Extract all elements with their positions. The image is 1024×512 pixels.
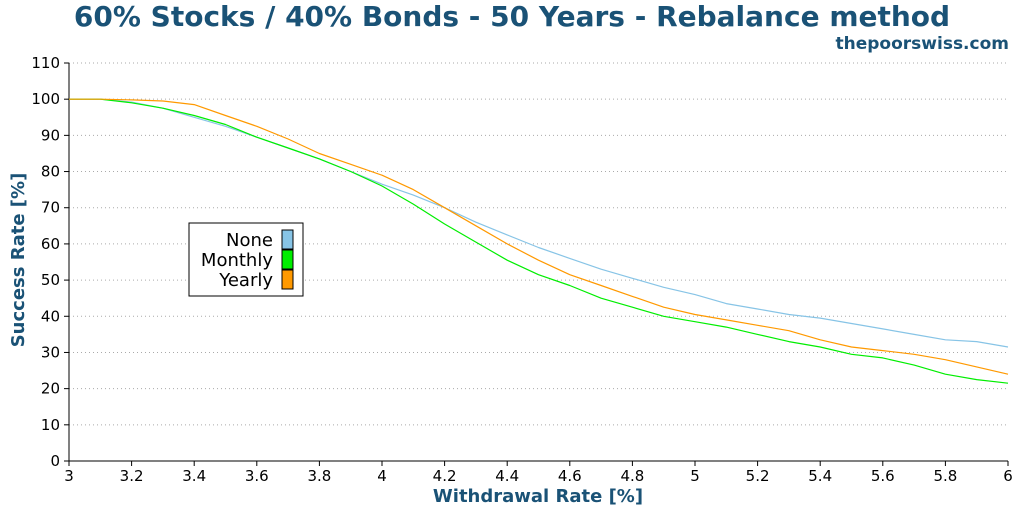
series-lines [69,98,1009,384]
y-tick-label: 100 [31,90,60,108]
y-tick-label: 30 [41,343,60,361]
axes [64,62,1009,466]
legend-swatch-none [281,229,294,250]
y-tick-label: 0 [50,452,60,470]
x-tick-label: 5 [690,467,700,485]
x-tick-label: 4.6 [558,467,582,485]
y-tick-label: 10 [41,416,60,434]
x-tick-label: 5.4 [808,467,832,485]
legend-label-none: None [226,230,273,251]
x-tick-label: 5.6 [871,467,895,485]
x-tick-label: 5.8 [933,467,957,485]
y-tick-labels: 0 10 20 30 40 50 60 70 80 90 100 110 [31,54,60,470]
y-tick-label: 80 [41,163,60,181]
x-tick-label: 4 [377,467,387,485]
chart-title: 60% Stocks / 40% Bonds - 50 Years - Reba… [74,0,950,33]
x-tick-label: 4.8 [620,467,644,485]
x-tick-label: 6 [1003,467,1013,485]
chart-subtitle: thepoorswiss.com [836,34,1010,54]
legend-label-yearly: Yearly [218,270,273,291]
y-tick-label: 70 [41,199,60,217]
legend-swatch-yearly [281,269,294,290]
x-tick-label: 3 [64,467,74,485]
series-line-monthly [69,98,1009,384]
x-tick-label: 4.4 [495,467,519,485]
y-tick-label: 60 [41,235,60,253]
y-tick-label: 90 [41,126,60,144]
x-tick-label: 3.2 [120,467,144,485]
series-line-none [69,98,1009,348]
x-tick-label: 3.4 [182,467,206,485]
y-tick-label: 50 [41,271,60,289]
legend-swatch-monthly [281,249,294,270]
y-tick-label: 110 [31,54,60,72]
x-tick-label: 4.2 [433,467,457,485]
y-tick-label: 40 [41,307,60,325]
y-tick-label: 20 [41,380,60,398]
legend-label-monthly: Monthly [201,250,273,271]
x-tick-label: 5.2 [746,467,770,485]
x-tick-labels: 3 3.2 3.4 3.6 3.8 4 4.2 4.4 4.6 4.8 5 5.2 5.4 5.6 5.8 6 [64,467,1013,485]
x-tick-label: 3.6 [245,467,269,485]
series-line-yearly [69,98,1009,375]
x-tick-label: 3.8 [307,467,331,485]
y-axis-label: Success Rate [%] [8,173,29,348]
x-axis-label: Withdrawal Rate [%] [433,486,643,507]
